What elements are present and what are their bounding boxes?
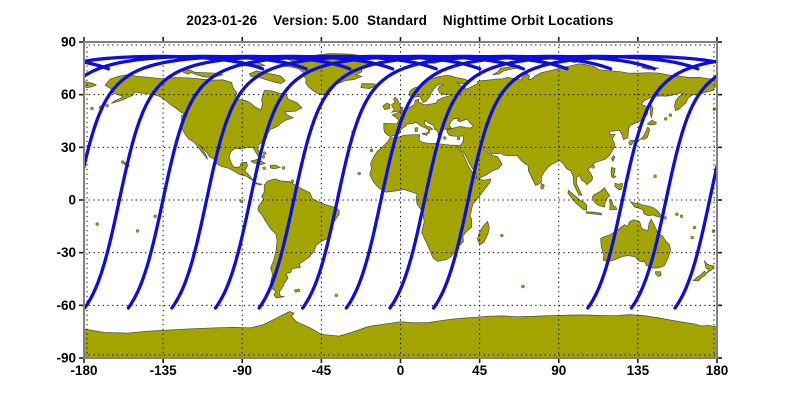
island-dot bbox=[153, 214, 157, 219]
landmass-new-guinea bbox=[629, 201, 664, 218]
island-dot bbox=[653, 174, 657, 179]
x-tick-label: 45 bbox=[472, 363, 488, 378]
orbit-tracks bbox=[0, 54, 717, 310]
island-dot bbox=[668, 113, 673, 117]
landmass-taiwan bbox=[611, 155, 616, 163]
x-tick-label: 180 bbox=[706, 363, 729, 378]
orbit-track bbox=[0, 56, 65, 308]
island-dot bbox=[692, 225, 697, 230]
landmass-sakhalin bbox=[649, 103, 654, 119]
y-tick-label: 60 bbox=[61, 87, 76, 102]
landmass-mindanao bbox=[614, 182, 624, 191]
landmass-luzon bbox=[610, 167, 617, 179]
island-dot bbox=[521, 284, 525, 289]
y-tick-label: -90 bbox=[56, 351, 76, 366]
orbit-track bbox=[673, 159, 717, 310]
landmass-nz-south-island bbox=[692, 270, 708, 282]
island-dot bbox=[90, 106, 94, 111]
island-dot bbox=[500, 233, 504, 238]
island-dot bbox=[369, 148, 374, 153]
landmass-honshu-kyushu bbox=[628, 126, 651, 146]
orbit-track bbox=[431, 54, 717, 310]
orbit-track bbox=[126, 54, 438, 310]
orbit-track bbox=[170, 54, 482, 310]
landmass-sumatra bbox=[567, 189, 588, 211]
landmass-chukotka-west-of-dateline bbox=[84, 81, 98, 88]
landmass-north-america bbox=[104, 74, 303, 186]
island-dot bbox=[663, 117, 668, 121]
orbit-track bbox=[586, 59, 717, 310]
map-layer bbox=[0, 42, 717, 358]
island-dot bbox=[261, 155, 266, 159]
island-dot bbox=[675, 212, 679, 216]
y-tick-label: -30 bbox=[56, 245, 76, 260]
island-dot bbox=[135, 229, 140, 233]
island-dot bbox=[262, 166, 266, 170]
island-dot bbox=[290, 179, 295, 183]
island-dot bbox=[95, 222, 99, 226]
landmass-tasmania bbox=[655, 271, 662, 277]
landmass-java bbox=[585, 211, 603, 216]
island-dot bbox=[443, 136, 447, 140]
landmass-hispaniola bbox=[270, 164, 282, 170]
island-dot bbox=[281, 166, 286, 170]
x-tick-label: 135 bbox=[627, 363, 650, 378]
landmass-antarctica bbox=[84, 311, 717, 358]
island-dot bbox=[357, 171, 361, 176]
island-dot bbox=[690, 235, 694, 240]
x-tick-label: 90 bbox=[551, 363, 566, 378]
island-dot bbox=[120, 160, 125, 164]
landmass-nz-north-island bbox=[703, 260, 715, 274]
island-dot bbox=[262, 151, 267, 156]
island-dot bbox=[105, 103, 109, 108]
axis-ticks bbox=[79, 37, 722, 363]
x-tick-label: -45 bbox=[312, 363, 332, 378]
orbit-track bbox=[301, 54, 613, 310]
orbit-track bbox=[716, 306, 717, 310]
orbit-track bbox=[388, 54, 700, 310]
landmass-ireland bbox=[382, 102, 391, 111]
landmass-banks-island bbox=[182, 69, 195, 75]
landmass-hokkaido bbox=[646, 119, 657, 126]
x-tick-label: 0 bbox=[397, 363, 405, 378]
orbit-track bbox=[84, 54, 395, 310]
orbit-track bbox=[344, 54, 656, 310]
orbit-track bbox=[257, 54, 569, 310]
landmass-sulawesi bbox=[609, 198, 618, 211]
island-dot bbox=[591, 165, 595, 169]
x-tick-label: -135 bbox=[150, 363, 178, 378]
island-dot bbox=[456, 136, 461, 141]
landmass-sicily bbox=[421, 132, 428, 136]
landmass-iceland bbox=[360, 83, 378, 89]
landmass-borneo bbox=[591, 187, 611, 208]
island-dot bbox=[296, 288, 301, 293]
landmass-greenland bbox=[279, 53, 372, 96]
y-tick-label: 30 bbox=[61, 140, 76, 155]
x-tick-label: -180 bbox=[70, 363, 97, 378]
orbit-track bbox=[629, 74, 717, 310]
y-tick-label: -60 bbox=[56, 298, 76, 313]
island-dot bbox=[679, 214, 684, 218]
landmass-sardinia bbox=[414, 127, 418, 132]
orbit-track bbox=[213, 54, 526, 310]
landmass-novaya-zemlya bbox=[492, 65, 521, 76]
plot-title: 2023-01-26 Version: 5.00 Standard Nightt… bbox=[186, 13, 614, 28]
y-tick-label: 90 bbox=[61, 35, 76, 50]
landmass-sri-lanka bbox=[540, 182, 545, 190]
x-tick-label: -90 bbox=[232, 363, 252, 378]
orbit-track bbox=[84, 54, 308, 79]
y-tick-label: 0 bbox=[68, 193, 76, 208]
plot-frame bbox=[83, 41, 718, 359]
island-dot bbox=[334, 293, 339, 298]
